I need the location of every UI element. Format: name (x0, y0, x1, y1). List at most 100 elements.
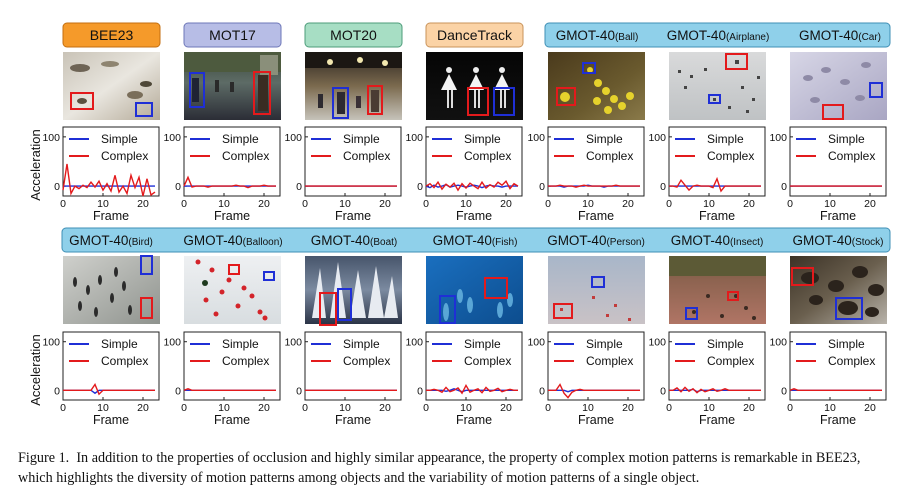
chart-gmot-40-stock: 0 100 0 10 20 Frame Simple Complex (769, 331, 887, 427)
x-tick-label: 10 (339, 402, 351, 414)
x-tick-label: 0 (666, 198, 672, 210)
series-line-complex (183, 175, 276, 189)
y-tick-label: 100 (163, 337, 181, 349)
legend-label-complex: Complex (222, 149, 269, 163)
chart-gmot-40-balloon: 0 100 0 10 20 Frame Simple Complex (163, 331, 281, 427)
series-line-complex (789, 388, 882, 391)
x-tick-label: 10 (218, 198, 230, 210)
label-dancetrack-text: DanceTrack (437, 27, 513, 43)
x-tick-label: 20 (258, 198, 270, 210)
legend: Simple Complex (796, 132, 875, 163)
legend-label-simple: Simple (222, 132, 259, 146)
caption-text: In addition to the properties of occlusi… (18, 450, 861, 486)
legend-label-simple: Simple (101, 337, 138, 351)
x-axis-label: Frame (699, 209, 735, 223)
chart-gmot-40-fish: 0 100 0 10 20 Frame Simple Complex (405, 331, 523, 427)
y-tick-label: 100 (648, 337, 666, 349)
y-tick-label: 0 (175, 385, 181, 397)
thumbnail-gmot-stock (790, 256, 887, 324)
legend-label-complex: Complex (101, 354, 148, 368)
legend-label-simple: Simple (586, 337, 623, 351)
row2-ylabel: Acceleration (28, 334, 43, 406)
y-tick-label: 0 (296, 181, 302, 193)
thumbnail-gmot-boat (305, 256, 402, 326)
x-tick-label: 0 (787, 402, 793, 414)
legend-label-complex: Complex (101, 149, 148, 163)
y-tick-label: 100 (405, 337, 423, 349)
legend-label-complex: Complex (707, 354, 754, 368)
y-tick-label: 0 (660, 385, 666, 397)
plot-area (789, 331, 887, 401)
legend-label-simple: Simple (222, 337, 259, 351)
x-tick-label: 20 (500, 402, 512, 414)
legend: Simple Complex (311, 337, 390, 368)
x-tick-label: 20 (137, 402, 149, 414)
y-tick-label: 0 (54, 181, 60, 193)
x-tick-label: 20 (864, 402, 876, 414)
x-tick-label: 10 (824, 402, 836, 414)
x-tick-label: 10 (824, 198, 836, 210)
label-gmot-insect: GMOT-40(Insect) (671, 233, 764, 248)
legend-label-simple: Simple (828, 337, 865, 351)
y-tick-label: 0 (660, 181, 666, 193)
legend-label-complex: Complex (586, 354, 633, 368)
x-axis-label: Frame (820, 209, 856, 223)
chart-gmot-40-boat: 0 100 0 10 20 Frame Simple Complex (284, 331, 402, 427)
x-tick-label: 0 (181, 402, 187, 414)
y-tick-label: 0 (417, 181, 423, 193)
legend: Simple Complex (675, 337, 754, 368)
x-axis-label: Frame (578, 209, 614, 223)
x-tick-label: 10 (703, 402, 715, 414)
thumbnail-gmot-ball (548, 52, 645, 120)
legend: Simple Complex (69, 337, 148, 368)
legend-label-simple: Simple (707, 337, 744, 351)
legend-label-simple: Simple (464, 132, 501, 146)
thumbnail-gmot-car (790, 52, 887, 120)
legend: Simple Complex (675, 132, 754, 163)
row1-ylabel: Acceleration (28, 129, 43, 201)
x-tick-label: 10 (703, 198, 715, 210)
legend-label-complex: Complex (343, 354, 390, 368)
legend: Simple Complex (190, 132, 269, 163)
x-tick-label: 10 (460, 198, 472, 210)
label-gmot-boat: GMOT-40(Boat) (311, 233, 398, 248)
y-tick-label: 100 (163, 132, 181, 144)
label-gmot-row1: GMOT-40(Ball) GMOT-40(Airplane) GMOT-40(… (544, 22, 891, 48)
x-tick-label: 10 (97, 402, 109, 414)
legend-label-complex: Complex (828, 149, 875, 163)
chart-gmot-40-bird: 0 100 0 10 20 Frame Simple Complex (42, 331, 160, 427)
x-axis-label: Frame (93, 413, 129, 427)
x-tick-label: 10 (582, 402, 594, 414)
legend: Simple Complex (432, 132, 511, 163)
legend: Simple Complex (190, 337, 269, 368)
y-tick-label: 0 (54, 385, 60, 397)
x-tick-label: 20 (864, 198, 876, 210)
thumbnail-dancetrack (426, 52, 523, 120)
y-tick-label: 0 (175, 181, 181, 193)
x-tick-label: 20 (743, 402, 755, 414)
x-axis-label: Frame (578, 413, 614, 427)
series-line-simple (425, 183, 518, 189)
y-tick-label: 100 (769, 132, 787, 144)
thumbnail-gmot-balloon (184, 256, 281, 324)
legend-label-simple: Simple (464, 337, 501, 351)
legend: Simple Complex (796, 337, 875, 368)
thumbnail-mot17 (184, 52, 281, 120)
x-axis-label: Frame (456, 209, 492, 223)
label-mot17: MOT17 (183, 22, 282, 48)
chart-gmot-40-car: 0 100 0 10 20 Frame Simple Complex (769, 126, 887, 223)
chart-gmot-40-airplane: 0 100 0 10 20 Frame Simple Complex (648, 126, 766, 223)
legend: Simple Complex (69, 132, 148, 163)
label-bee23: BEE23 (62, 22, 161, 48)
y-tick-label: 0 (417, 385, 423, 397)
chart-mot20: 0 100 0 10 20 Frame Simple Complex (284, 126, 402, 223)
series-line-complex (183, 388, 276, 391)
label-gmot-balloon: GMOT-40(Balloon) (183, 233, 282, 248)
chart-gmot-40-insect: 0 100 0 10 20 Frame Simple Complex (648, 331, 766, 427)
x-tick-label: 0 (60, 198, 66, 210)
x-tick-label: 20 (743, 198, 755, 210)
y-tick-label: 100 (769, 337, 787, 349)
x-axis-label: Frame (214, 413, 250, 427)
chart-mot17: 0 100 0 10 20 Frame Simple Complex (163, 126, 281, 223)
x-axis-label: Frame (820, 413, 856, 427)
